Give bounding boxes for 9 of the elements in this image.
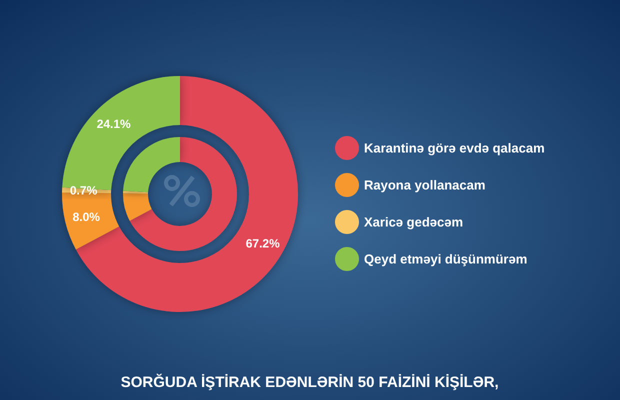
legend-label: Karantinə görə evdə qalacam bbox=[364, 140, 545, 156]
data-label: 24.1% bbox=[96, 116, 132, 131]
data-label: 67.2% bbox=[246, 236, 280, 251]
text: SORĞUDA İŞTİRAK EDƏNLƏRİN 50 FAİZİNİ KİŞİLƏR, bbox=[120, 373, 499, 391]
data-label: 0.7% bbox=[70, 184, 98, 198]
legend-label: Rayona yollanacam bbox=[364, 178, 486, 192]
legend-label: Qeyd etməyi düşünmürəm bbox=[364, 252, 528, 266]
data-label: 8.0% bbox=[72, 210, 100, 224]
legend-label: Xaricə gedəcəm bbox=[364, 214, 464, 230]
